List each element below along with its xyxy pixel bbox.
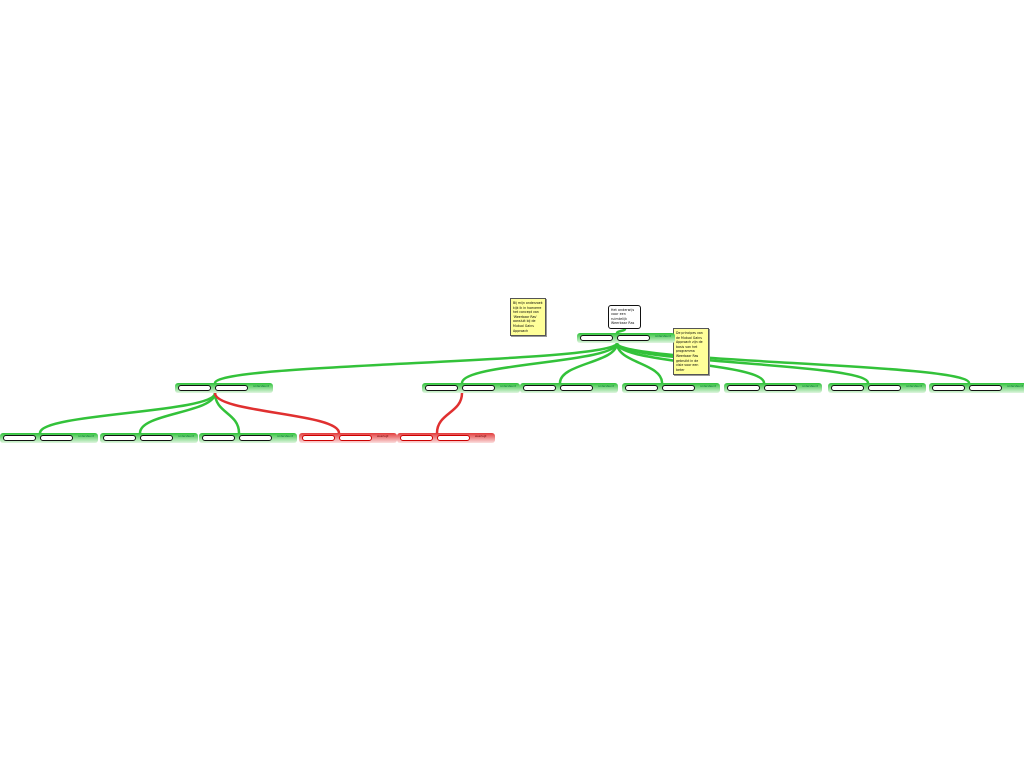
premise — [400, 435, 433, 441]
premise — [617, 335, 650, 341]
relation-label: ondersteunt — [1007, 385, 1023, 388]
connector — [558, 342, 619, 384]
premise — [932, 385, 965, 391]
premise — [969, 385, 1002, 391]
premise — [580, 335, 613, 341]
relation-label: weerlegt — [475, 435, 487, 438]
premise — [40, 435, 73, 441]
note: Bij mijn onderzoek kijk ik in hoeverre h… — [510, 298, 546, 337]
premise — [764, 385, 797, 391]
premise — [140, 435, 173, 441]
note: De principes van de Mutual Gains Approac… — [673, 328, 709, 376]
relation-label: ondersteunt — [598, 385, 614, 388]
relation-label: ondersteunt — [78, 435, 94, 438]
premise — [437, 435, 470, 441]
relation-label: ondersteunt — [178, 435, 194, 438]
premise — [625, 385, 658, 391]
connector — [615, 342, 664, 384]
connector — [38, 392, 217, 434]
connector — [138, 392, 217, 434]
relation-label: weerlegt — [377, 435, 389, 438]
premise — [727, 385, 760, 391]
relation-label: ondersteunt — [700, 385, 716, 388]
premise — [239, 435, 272, 441]
connector — [213, 392, 341, 434]
connector — [615, 341, 971, 385]
premise — [831, 385, 864, 391]
premise — [868, 385, 901, 391]
premise — [462, 385, 495, 391]
premise — [178, 385, 211, 391]
connector — [460, 342, 619, 384]
connector — [213, 341, 619, 385]
premise — [523, 385, 556, 391]
relation-label: ondersteunt — [655, 335, 671, 338]
relation-label: ondersteunt — [906, 385, 922, 388]
premise — [339, 435, 372, 441]
premise — [302, 435, 335, 441]
premise — [560, 385, 593, 391]
connector — [615, 342, 870, 384]
connector — [435, 392, 464, 434]
premise — [103, 435, 136, 441]
premise — [425, 385, 458, 391]
premise — [662, 385, 695, 391]
premise — [202, 435, 235, 441]
claim: Het onderwijs voor een ruimtelijk Weerba… — [608, 305, 641, 329]
relation-label: ondersteunt — [802, 385, 818, 388]
relation-label: ondersteunt — [277, 435, 293, 438]
connector — [615, 328, 627, 334]
premise — [3, 435, 36, 441]
relation-label: ondersteunt — [500, 385, 516, 388]
relation-label: ondersteunt — [253, 385, 269, 388]
premise — [215, 385, 248, 391]
